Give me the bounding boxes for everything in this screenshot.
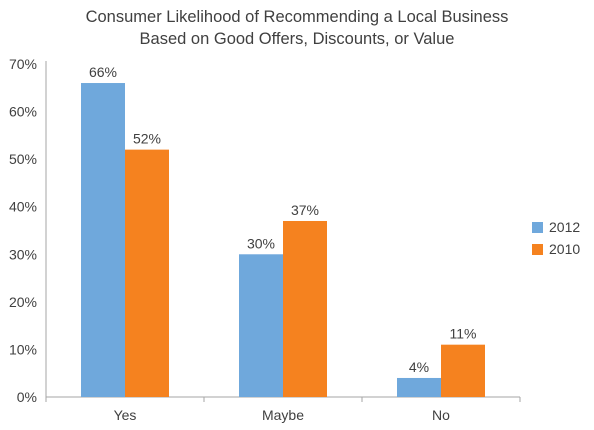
data-label: 37% (291, 202, 319, 218)
data-label: 30% (247, 235, 275, 251)
bar-2010-maybe (283, 220, 327, 397)
chart-title-line-1: Consumer Likelihood of Recommending a Lo… (85, 8, 509, 26)
x-tick-label: Yes (114, 407, 137, 423)
bar-2010-yes (125, 149, 169, 397)
y-tick-label: 0% (17, 389, 37, 405)
data-label: 4% (409, 359, 429, 375)
y-tick-label: 40% (9, 199, 37, 215)
legend-label-2010: 2010 (549, 241, 581, 257)
x-tick-label: No (432, 407, 450, 423)
y-tick-label: 60% (9, 104, 37, 120)
data-label: 66% (89, 64, 117, 80)
bar-2010-no (441, 344, 485, 397)
legend-swatch-2012 (532, 221, 543, 233)
data-label: 52% (133, 131, 161, 147)
y-tick-label: 30% (9, 246, 37, 262)
y-tick-label: 50% (9, 151, 37, 167)
legend-swatch-2010 (532, 243, 543, 255)
data-label: 11% (450, 326, 477, 342)
y-tick-label: 10% (9, 341, 37, 357)
x-tick-label: Maybe (262, 407, 304, 423)
bar-2012-yes (81, 83, 125, 398)
bar-2012-maybe (239, 254, 283, 397)
legend-item-2012: 2012 (532, 216, 580, 238)
chart-title: Consumer Likelihood of Recommending a Lo… (0, 6, 594, 50)
bar-2012-no (397, 377, 441, 397)
chart-title-line-2: Based on Good Offers, Discounts, or Valu… (139, 30, 455, 48)
y-tick-label: 20% (9, 294, 37, 310)
y-tick-label: 70% (9, 56, 37, 72)
legend-item-2010: 2010 (532, 238, 580, 260)
legend: 2012 2010 (532, 216, 580, 260)
legend-label-2012: 2012 (549, 219, 581, 235)
